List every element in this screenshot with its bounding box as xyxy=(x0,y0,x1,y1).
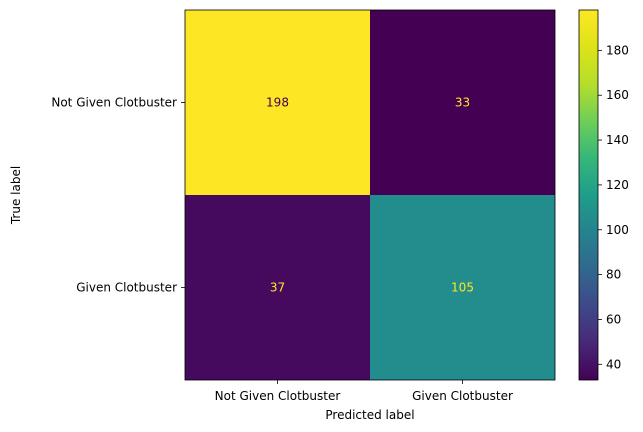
colorbar-tick-label: 60 xyxy=(606,312,621,326)
colorbar-tick-label: 120 xyxy=(606,178,629,192)
matrix-cell-value: 37 xyxy=(270,281,285,295)
matrix-cell xyxy=(370,10,555,195)
colorbar xyxy=(578,9,599,381)
x-tick-label: Given Clotbuster xyxy=(412,389,513,403)
x-axis-title: Predicted label xyxy=(325,408,414,422)
colorbar-tick-label: 40 xyxy=(606,357,621,371)
x-tick-label: Not Given Clotbuster xyxy=(215,389,341,403)
matrix-cell-value: 105 xyxy=(451,281,474,295)
matrix-cells xyxy=(185,10,555,380)
matrix-cell xyxy=(185,10,370,195)
matrix-cell-labels: 198 33 37 105 xyxy=(266,96,474,295)
colorbar-tick-label: 100 xyxy=(606,223,629,237)
x-axis-ticks: Not Given Clotbuster Given Clotbuster xyxy=(215,380,513,403)
y-tick-label: Not Given Clotbuster xyxy=(51,96,177,110)
colorbar-tick-label: 180 xyxy=(606,43,629,57)
matrix-cell-value: 198 xyxy=(266,96,289,110)
y-axis-title: True label xyxy=(9,166,23,225)
y-tick-label: Given Clotbuster xyxy=(76,281,177,295)
colorbar-tick-label: 140 xyxy=(606,133,629,147)
matrix-cell-value: 33 xyxy=(455,96,470,110)
colorbar-tick-label: 80 xyxy=(606,268,621,282)
matrix-cell xyxy=(370,195,555,380)
plot-frame xyxy=(184,9,556,381)
colorbar-ticks: 40 60 80 100 120 140 160 180 xyxy=(598,43,629,371)
matrix-cell xyxy=(185,195,370,380)
colorbar-tick-label: 160 xyxy=(606,88,629,102)
y-axis-ticks: Not Given Clotbuster Given Clotbuster xyxy=(51,96,185,295)
